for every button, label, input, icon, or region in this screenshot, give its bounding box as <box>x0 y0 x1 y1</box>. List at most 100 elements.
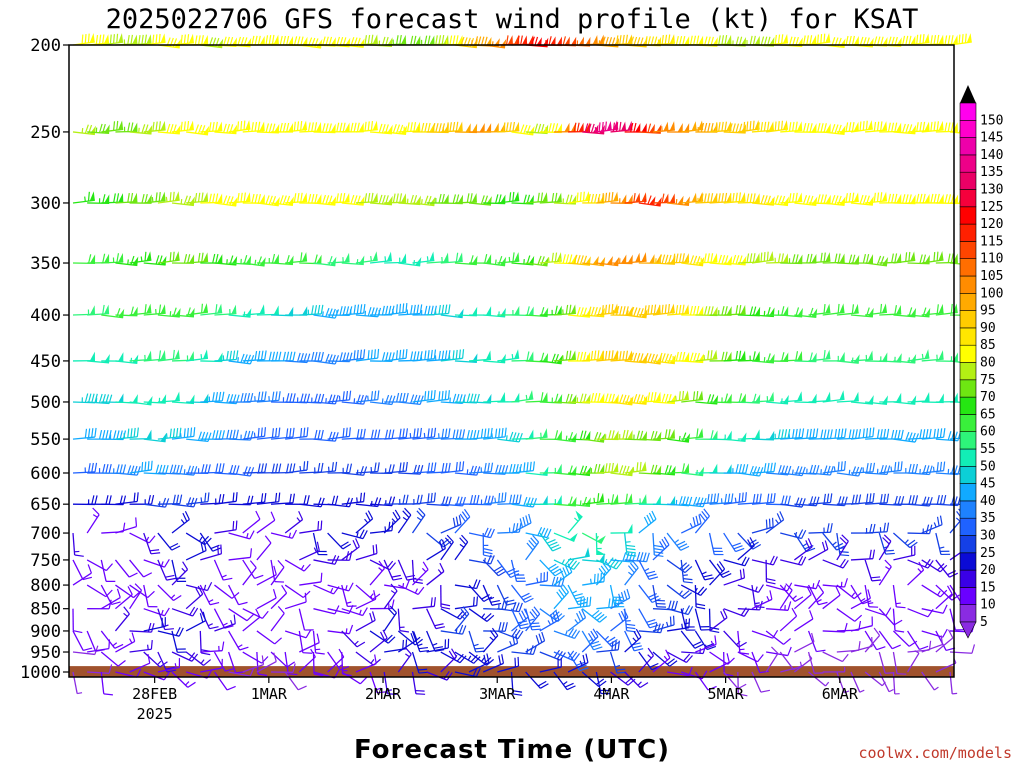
wind-barb <box>737 600 763 611</box>
wind-barb <box>525 571 549 586</box>
wind-barb <box>780 121 803 133</box>
wind-barb <box>766 601 792 611</box>
colorbar-swatch <box>959 431 977 450</box>
wind-barb <box>723 192 746 204</box>
wind-barb <box>341 538 360 561</box>
wind-barb <box>539 393 563 404</box>
colorbar-tick-label: 70 <box>980 390 996 405</box>
wind-barb <box>525 352 549 363</box>
wind-barb <box>652 393 676 405</box>
wind-barb <box>652 303 675 316</box>
wind-barb <box>921 635 944 653</box>
wind-barb <box>539 36 562 47</box>
wind-barb <box>581 608 608 623</box>
wind-barb <box>440 252 463 264</box>
wind-barb <box>680 514 702 534</box>
wind-barb <box>907 391 930 403</box>
wind-barb <box>143 617 166 632</box>
wind-barb <box>865 493 890 505</box>
wind-barb <box>299 462 324 474</box>
wind-barb <box>681 428 704 440</box>
wind-barb <box>285 120 308 133</box>
wind-barb <box>638 304 661 316</box>
wind-barb <box>652 649 671 673</box>
wind-barb <box>949 33 972 46</box>
wind-barb <box>440 515 462 534</box>
wind-barb <box>582 572 606 586</box>
wind-barb <box>695 253 718 264</box>
wind-barb <box>270 559 285 586</box>
wind-barbs <box>72 33 976 697</box>
wind-barb <box>398 304 423 316</box>
wind-barb <box>285 460 309 474</box>
wind-barb <box>865 255 889 267</box>
wind-barb <box>228 548 253 561</box>
wind-barb <box>497 191 520 204</box>
wind-barb <box>822 390 845 403</box>
wind-barb <box>510 584 534 603</box>
wind-barb <box>454 306 478 317</box>
wind-barb <box>270 585 288 610</box>
wind-barb <box>610 394 634 406</box>
wind-barb <box>469 393 492 404</box>
wind-barb <box>709 121 732 133</box>
wind-barb <box>836 391 859 403</box>
wind-barb <box>370 599 395 610</box>
wind-barb <box>411 507 426 534</box>
wind-barb <box>567 547 590 561</box>
wind-barb <box>638 559 659 580</box>
wind-barb <box>468 554 495 565</box>
wind-barb <box>114 559 138 578</box>
wind-barb <box>624 628 642 653</box>
wind-barb <box>892 651 907 675</box>
wind-barb <box>723 556 750 567</box>
wind-barb <box>270 427 295 440</box>
wind-barb <box>892 630 918 647</box>
colorbar-swatch <box>959 154 977 173</box>
wind-barb <box>850 350 873 362</box>
wind-barb <box>242 608 269 619</box>
wind-barb <box>228 353 255 365</box>
y-axis-pressure: 200 250 300 350 400 450 500 550 600 650 700 750 800 8… <box>20 36 69 683</box>
y-tick-label: 200 <box>30 36 61 56</box>
wind-barb <box>766 120 789 133</box>
wind-barb <box>341 349 366 362</box>
wind-barb <box>469 306 492 316</box>
wind-barb <box>143 304 166 316</box>
wind-barb <box>935 585 953 610</box>
wind-barb <box>624 252 647 264</box>
wind-barb <box>256 535 272 561</box>
wind-barb <box>440 461 465 474</box>
wind-barb <box>115 586 133 610</box>
wind-barb <box>793 586 812 610</box>
wind-barb <box>129 622 155 633</box>
wind-barb <box>836 608 863 622</box>
wind-barb <box>893 395 917 405</box>
wind-barb <box>751 517 774 534</box>
wind-barb <box>766 33 789 46</box>
colorbar-swatch <box>959 448 977 467</box>
wind-barb <box>793 532 816 553</box>
x-tick-sublabel: 2025 <box>137 705 173 723</box>
wind-barb <box>171 559 187 582</box>
wind-barb <box>454 579 481 590</box>
wind-barb <box>794 610 814 632</box>
wind-barb <box>242 608 261 632</box>
wind-barb <box>822 666 846 673</box>
colorbar-tick-label: 35 <box>980 511 996 526</box>
wind-barb <box>100 588 121 610</box>
wind-barb <box>426 428 451 440</box>
wind-barb <box>72 608 83 634</box>
colorbar-tick-label: 75 <box>980 373 996 388</box>
colorbar-tick-label: 115 <box>980 234 1003 249</box>
wind-barb <box>426 350 451 362</box>
wind-barb <box>766 495 791 506</box>
wind-barb <box>214 123 238 135</box>
wind-barb <box>242 391 267 403</box>
wind-barb <box>921 515 943 534</box>
wind-barb <box>737 651 764 663</box>
wind-barb <box>907 465 933 476</box>
wind-barb <box>468 608 495 622</box>
wind-barb <box>299 429 324 440</box>
x-tick-label: 6MAR <box>822 685 859 703</box>
